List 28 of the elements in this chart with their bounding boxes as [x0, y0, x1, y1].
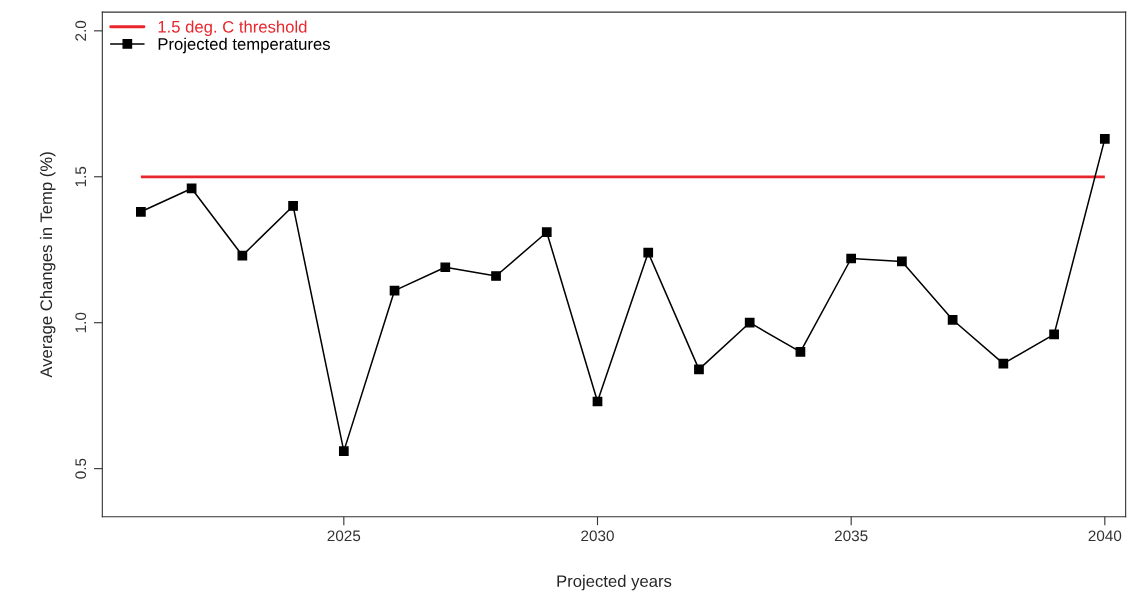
point	[897, 256, 907, 267]
point	[288, 201, 298, 211]
point	[643, 247, 654, 258]
point	[1049, 329, 1059, 340]
point	[1099, 133, 1110, 144]
legend-label: 1.5 deg. C threshold	[158, 20, 307, 37]
point	[491, 271, 501, 281]
y-tick-label: 2.0	[75, 20, 87, 41]
point	[744, 317, 755, 328]
x-tick-label: 2025	[327, 530, 361, 542]
x-tick-label: 2040	[1088, 530, 1122, 542]
point	[440, 262, 451, 273]
point	[338, 446, 349, 456]
point	[846, 253, 857, 264]
x-tick-label: 2035	[834, 530, 868, 542]
point	[694, 364, 704, 375]
point	[136, 206, 146, 217]
legend-label: Projected temperatures	[158, 37, 330, 54]
y-tick-label: 1.5	[75, 166, 87, 187]
y-axis-title: Average Changes in Temp (%)	[39, 152, 56, 378]
point	[947, 314, 958, 325]
y-tick-label: 1.0	[75, 312, 87, 333]
x-axis-title: Projected years	[557, 574, 672, 591]
point	[237, 250, 248, 261]
point	[795, 347, 806, 357]
y-tick-label: 0.5	[75, 458, 87, 479]
x-tick-label: 2030	[581, 530, 614, 542]
point	[541, 227, 552, 238]
